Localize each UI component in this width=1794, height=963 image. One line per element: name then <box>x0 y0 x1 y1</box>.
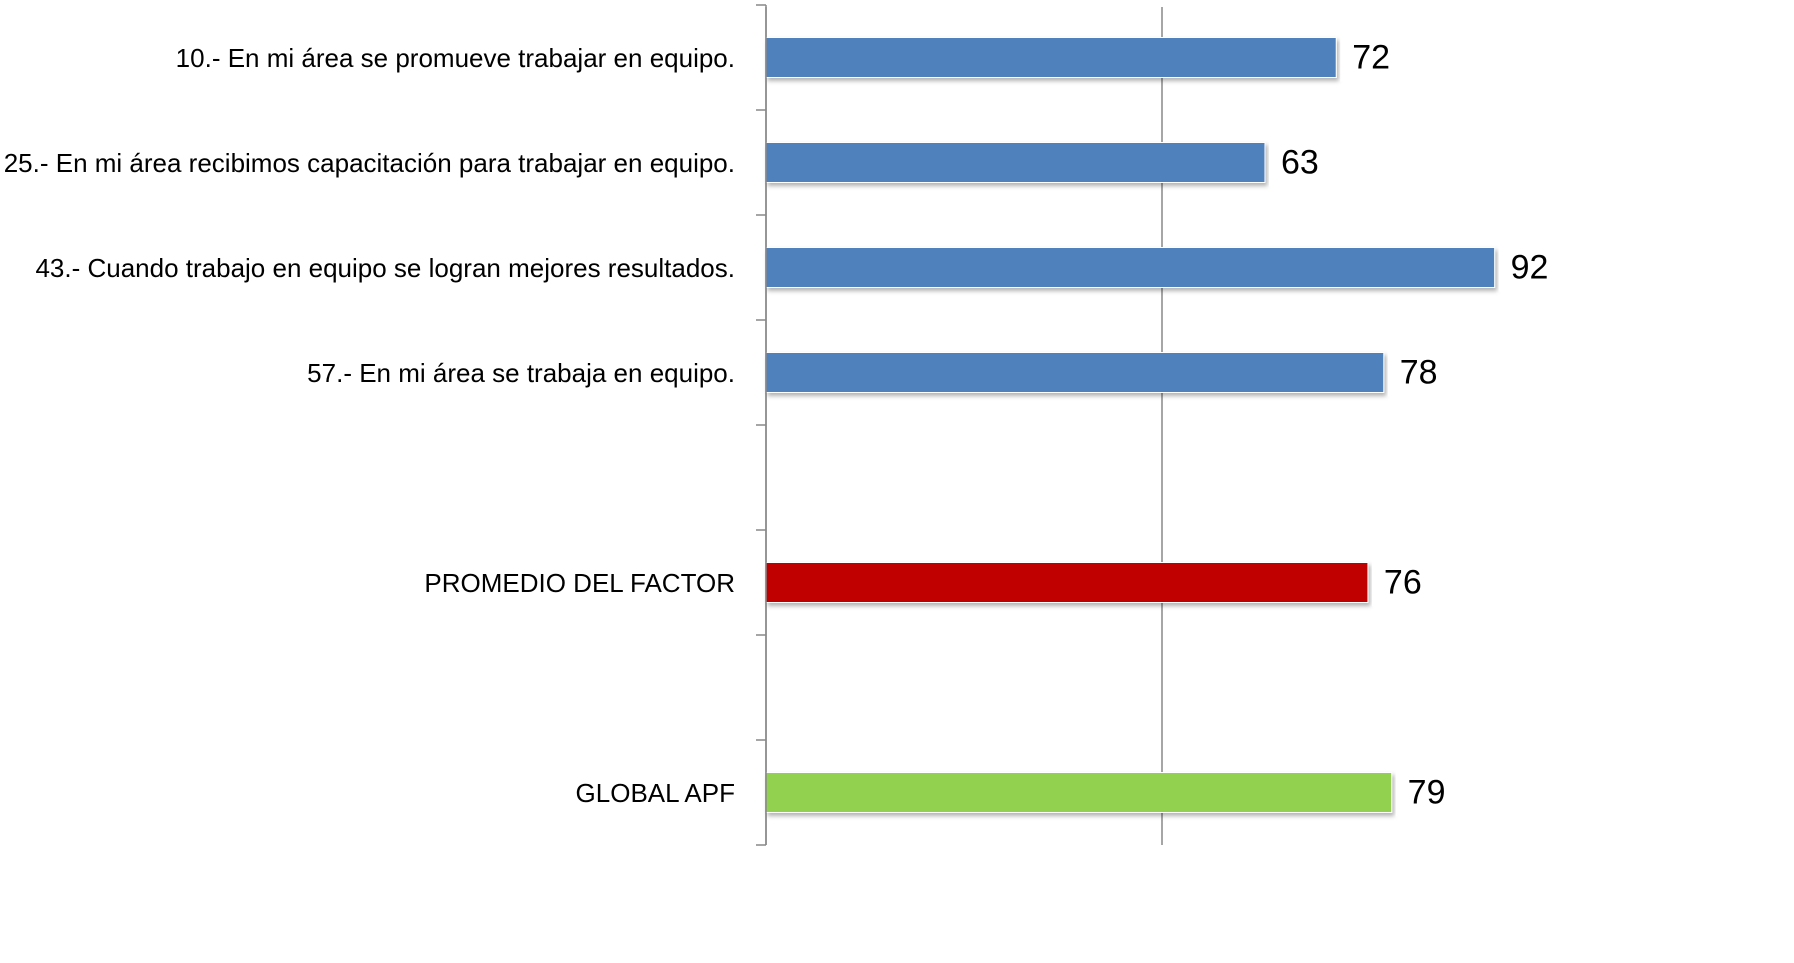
value-label: 78 <box>1400 353 1438 391</box>
value-label-bg <box>1340 33 1401 82</box>
y-tick-label: 43.- Cuando trabajo en equipo se logran … <box>0 215 735 320</box>
value-label: 72 <box>1352 38 1390 76</box>
y-tick-label: 10.- En mi área se promueve trabajar en … <box>0 5 735 110</box>
value-label-bg <box>1387 348 1448 397</box>
bar <box>765 352 1385 393</box>
y-tick-label-text: 57.- En mi área se trabaja en equipo. <box>307 357 735 388</box>
value-label: 79 <box>1408 773 1446 811</box>
bar <box>765 772 1393 813</box>
y-tick-label: 25.- En mi área recibimos capacitación p… <box>0 110 735 215</box>
value-label-bg <box>1268 138 1329 187</box>
bar <box>765 247 1496 288</box>
y-tick-label: GLOBAL APF <box>0 740 735 845</box>
value-label: 76 <box>1384 563 1422 601</box>
bar <box>765 142 1266 183</box>
y-tick-label: 57.- En mi área se trabaja en equipo. <box>0 320 735 425</box>
y-tick-label: PROMEDIO DEL FACTOR <box>0 530 735 635</box>
value-label: 63 <box>1281 143 1319 181</box>
y-tick-label-text: GLOBAL APF <box>575 777 735 808</box>
y-tick-label-text: PROMEDIO DEL FACTOR <box>424 567 735 598</box>
y-tick-label-text: 10.- En mi área se promueve trabajar en … <box>175 42 735 73</box>
value-label-bg <box>1395 768 1456 817</box>
value-label-bg <box>1498 243 1559 292</box>
bar <box>765 562 1369 603</box>
value-label-bg <box>1371 558 1432 607</box>
y-tick-label-text: 43.- Cuando trabajo en equipo se logran … <box>35 252 735 283</box>
y-tick-label-text: 25.- En mi área recibimos capacitación p… <box>3 147 735 178</box>
value-label: 92 <box>1511 248 1549 286</box>
bar <box>765 37 1337 78</box>
